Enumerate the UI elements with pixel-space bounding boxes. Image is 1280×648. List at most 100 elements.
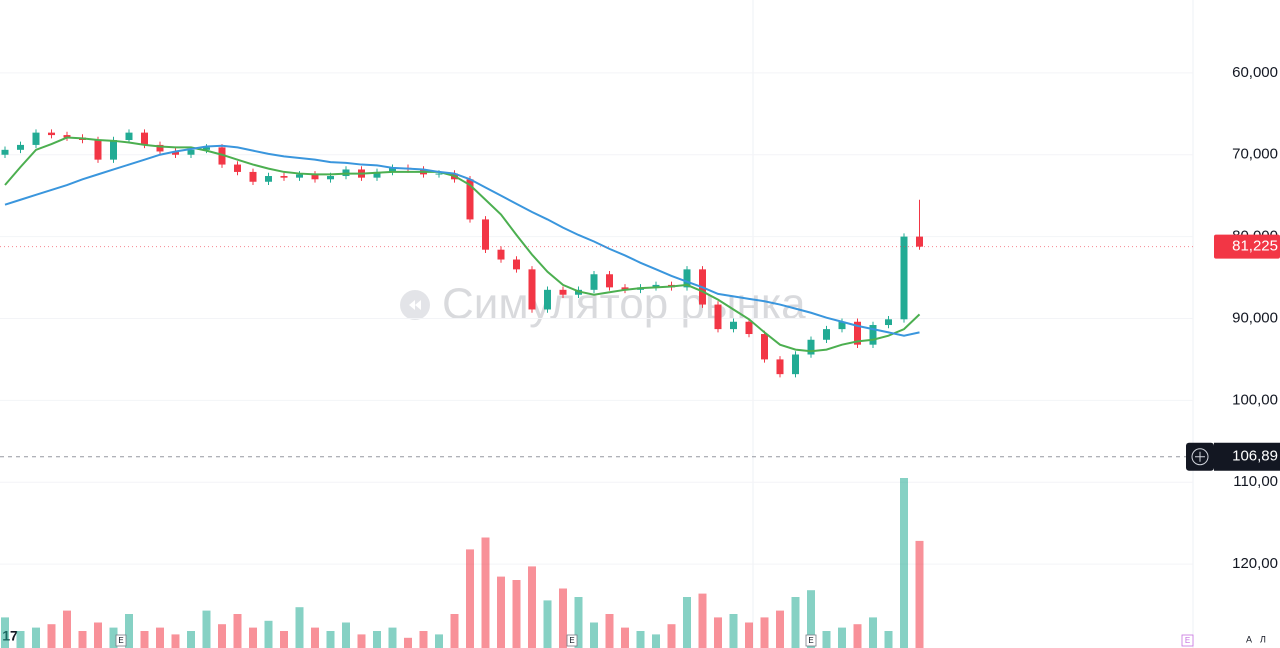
candle-body	[513, 259, 520, 270]
plot: 60,00070,00080,00090,000100,00110,00120,…	[0, 64, 1280, 648]
candle-body	[94, 139, 102, 160]
volume-bar	[202, 610, 211, 648]
volume-bar	[590, 622, 598, 648]
candle-body	[559, 289, 567, 295]
event-marker: E	[118, 636, 123, 645]
volume-bar	[915, 540, 924, 648]
right-marker-box	[1181, 634, 1194, 647]
volume-bar	[311, 627, 319, 648]
event-marker-box	[805, 634, 817, 647]
last-price-label: 81,225	[1232, 238, 1278, 255]
volume-bar	[295, 607, 304, 648]
candle-body	[683, 269, 691, 288]
volume-bar	[853, 624, 862, 648]
volume-bar	[47, 624, 56, 648]
volume-bar	[94, 622, 102, 648]
crosshair-plus	[1191, 448, 1209, 466]
candle-body	[389, 167, 396, 172]
volume-bar	[559, 588, 567, 648]
volume-bar	[900, 478, 908, 648]
moving-average	[4, 136, 921, 353]
volume-bar	[1, 617, 9, 648]
candle-body	[280, 176, 288, 178]
candle-body	[761, 334, 768, 360]
candle-body	[807, 339, 815, 355]
candle-body	[156, 144, 164, 152]
watermark-icon	[400, 290, 430, 320]
crosshair-label: 106,89	[1232, 448, 1278, 465]
y-tick-label: 70,000	[1232, 146, 1278, 163]
y-tick-label: 120,00	[1232, 555, 1278, 572]
volume-bar	[605, 614, 614, 648]
volume-bar	[822, 631, 831, 648]
volume-bar	[869, 617, 877, 648]
candle-body	[1, 149, 9, 155]
candle-body	[125, 132, 133, 140]
volume-bar	[652, 634, 660, 648]
candle-body	[838, 321, 846, 330]
volume-bar	[884, 631, 893, 648]
volume-bar	[497, 576, 505, 648]
volume-bar	[78, 631, 87, 648]
volume-bar	[838, 627, 846, 648]
candle-body	[745, 321, 753, 335]
candle-body	[497, 249, 505, 260]
volume-bar	[187, 631, 195, 648]
candle-body	[218, 147, 226, 165]
volume-bar	[543, 600, 552, 648]
candle-body	[885, 319, 892, 326]
candle-body	[466, 179, 474, 220]
moving-average	[4, 144, 920, 337]
volume-bar	[714, 617, 722, 648]
candle-body	[172, 151, 179, 155]
candle-body	[296, 174, 303, 178]
volume-bar	[32, 627, 40, 648]
volume-bar	[760, 617, 769, 648]
candle-body	[916, 236, 923, 247]
candle-body	[652, 284, 660, 288]
volume-bar	[388, 627, 397, 648]
volume-bar	[249, 627, 257, 648]
volume-bar	[636, 631, 645, 648]
volume-bar	[419, 631, 428, 648]
candle-body	[32, 132, 40, 145]
candle-body	[621, 287, 629, 290]
bottom-right-label: А	[1246, 634, 1252, 644]
last-price-box	[1214, 234, 1280, 259]
volume-bar	[342, 622, 350, 648]
volume-bar	[807, 590, 815, 648]
volume-bar	[171, 634, 180, 648]
volume-bar	[698, 593, 707, 648]
candle-body	[482, 219, 489, 250]
watermark: Симулятор рынка	[400, 280, 806, 329]
volume-bar	[745, 622, 753, 648]
candle-body	[776, 359, 784, 375]
bottom-right-label: Л	[1260, 634, 1266, 644]
candle-body	[203, 147, 210, 150]
volume-bar	[63, 610, 71, 648]
candle-body	[187, 149, 195, 155]
candle-body	[590, 274, 598, 290]
volume-bar	[264, 620, 273, 648]
candle-body	[327, 176, 334, 180]
volume-bar	[16, 631, 25, 648]
watermark-icon-arrows	[409, 300, 421, 310]
candle-body	[528, 269, 536, 310]
candle-body	[869, 325, 877, 345]
event-marker-box	[115, 634, 127, 647]
y-tick-label: 110,00	[1233, 473, 1278, 490]
volume-bar	[326, 631, 335, 648]
volume-bar	[109, 627, 118, 648]
candle-body	[373, 171, 381, 178]
candle-body	[823, 329, 830, 340]
candle-body	[265, 176, 272, 182]
candle-body	[606, 274, 613, 288]
volume-bar	[466, 549, 474, 648]
candle-body	[63, 135, 71, 138]
volume-bar	[512, 580, 521, 648]
candle-body	[730, 321, 737, 330]
volume-bar	[729, 614, 738, 648]
volume-bar	[373, 631, 381, 648]
volume-bar	[357, 634, 366, 648]
